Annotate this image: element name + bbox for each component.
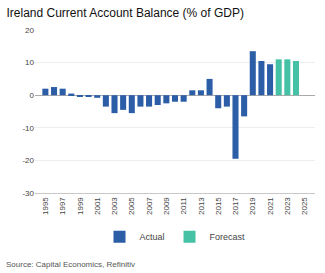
svg-text:2017: 2017 bbox=[231, 197, 240, 215]
svg-text:-10: -10 bbox=[22, 124, 34, 133]
svg-text:2007: 2007 bbox=[145, 197, 154, 215]
svg-text:2021: 2021 bbox=[266, 197, 275, 215]
svg-text:Actual: Actual bbox=[140, 232, 165, 242]
svg-text:1999: 1999 bbox=[76, 197, 85, 215]
svg-text:2015: 2015 bbox=[214, 197, 223, 215]
svg-text:10: 10 bbox=[25, 58, 34, 67]
svg-text:2005: 2005 bbox=[127, 197, 136, 215]
svg-text:2011: 2011 bbox=[179, 197, 188, 215]
svg-text:-30: -30 bbox=[22, 189, 34, 198]
svg-text:2023: 2023 bbox=[283, 197, 292, 215]
svg-text:-20: -20 bbox=[22, 156, 34, 165]
svg-text:0: 0 bbox=[30, 91, 35, 100]
svg-text:2013: 2013 bbox=[197, 197, 206, 215]
svg-text:2003: 2003 bbox=[110, 197, 119, 215]
svg-text:2009: 2009 bbox=[162, 197, 171, 215]
svg-text:2025: 2025 bbox=[300, 197, 309, 215]
svg-text:2019: 2019 bbox=[248, 197, 257, 215]
svg-text:2001: 2001 bbox=[93, 197, 102, 215]
svg-text:20: 20 bbox=[25, 26, 34, 35]
svg-text:Forecast: Forecast bbox=[210, 232, 246, 242]
svg-text:Source: Capital Economics, Ref: Source: Capital Economics, Refinitiv bbox=[6, 260, 135, 269]
svg-text:1997: 1997 bbox=[58, 197, 67, 215]
svg-text:Ireland Current Account Balanc: Ireland Current Account Balance (% of GD… bbox=[7, 6, 244, 20]
svg-text:1995: 1995 bbox=[41, 197, 50, 215]
